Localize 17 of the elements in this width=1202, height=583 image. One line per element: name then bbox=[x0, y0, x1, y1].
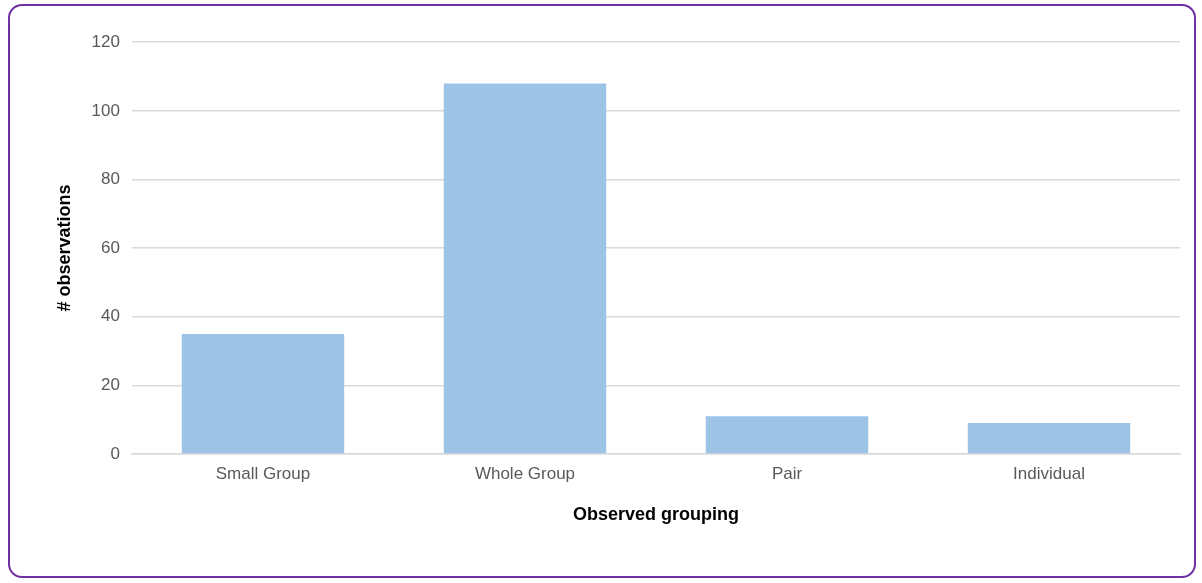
y-tick-label: 120 bbox=[91, 31, 120, 51]
y-axis-title: # observations bbox=[53, 184, 74, 312]
x-tick-label: Pair bbox=[771, 463, 803, 483]
y-tick-label: 80 bbox=[101, 169, 120, 189]
x-tick-label: Whole Group bbox=[474, 463, 576, 483]
y-tick-label: 40 bbox=[101, 306, 120, 326]
y-tick-label: 100 bbox=[91, 100, 120, 120]
y-tick-label: 60 bbox=[101, 237, 120, 257]
x-axis-title: Observed grouping bbox=[572, 504, 739, 525]
bar bbox=[705, 416, 869, 454]
y-tick-label: 20 bbox=[101, 375, 120, 395]
bar bbox=[181, 333, 345, 454]
bar bbox=[967, 423, 1131, 454]
bar bbox=[443, 83, 607, 454]
y-tick-label: 0 bbox=[110, 443, 120, 463]
x-tick-label: Individual bbox=[1013, 463, 1085, 483]
x-tick-label: Small Group bbox=[215, 463, 311, 483]
